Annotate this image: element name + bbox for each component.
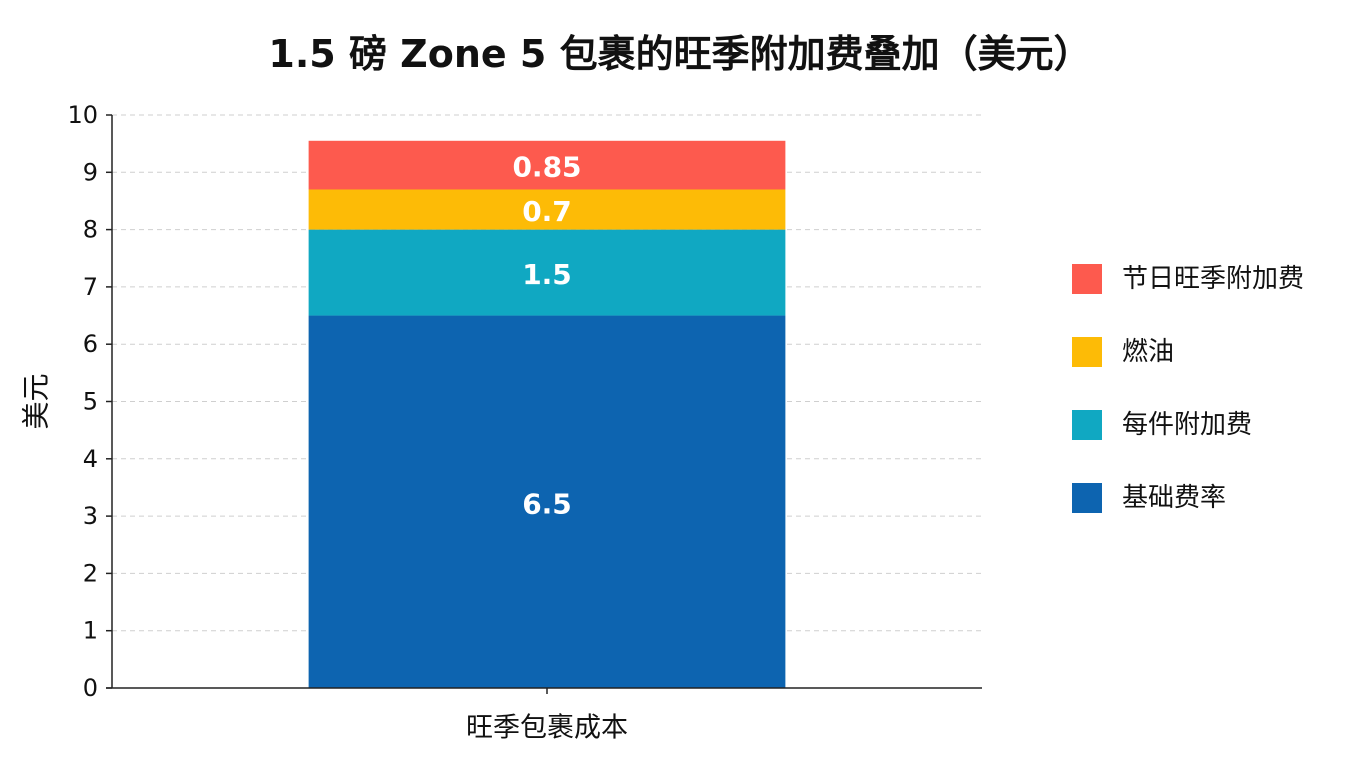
- y-tick-label: 1: [83, 617, 98, 645]
- y-tick-label: 7: [83, 273, 98, 301]
- data-label: 1.5: [522, 258, 572, 291]
- y-tick-labels: 0 1 2 3 4 5 6 7 8 9 10: [67, 101, 112, 702]
- legend-item: 基础费率: [1072, 481, 1352, 515]
- data-labels: 6.5 1.5 0.7 0.85: [512, 151, 581, 521]
- x-tick-labels: 旺季包裹成本: [466, 688, 628, 744]
- y-axis-title: 美元: [20, 373, 53, 429]
- legend-label: 燃油: [1122, 337, 1175, 367]
- legend-label: 每件附加费: [1122, 410, 1253, 440]
- data-label: 0.7: [522, 195, 572, 228]
- legend-item: 每件附加费: [1072, 408, 1352, 442]
- bar-segments: [308, 140, 786, 688]
- y-tick-label: 4: [83, 445, 98, 473]
- x-tick-label: 旺季包裹成本: [466, 713, 628, 744]
- bar-segment-1: [308, 229, 786, 316]
- legend-swatch: [1072, 337, 1102, 367]
- y-tick-label: 5: [83, 388, 98, 416]
- y-tick-label: 3: [83, 502, 98, 530]
- legend-swatch: [1072, 264, 1102, 294]
- legend-swatch: [1072, 483, 1102, 513]
- bar-segment-0: [308, 315, 786, 688]
- y-tick-label: 2: [83, 559, 98, 587]
- legend-item: 燃油: [1072, 335, 1352, 369]
- legend-item: 节日旺季附加费: [1072, 262, 1352, 296]
- data-label: 6.5: [522, 487, 572, 520]
- data-label: 0.85: [512, 151, 581, 184]
- legend-swatch: [1072, 410, 1102, 440]
- legend-label: 节日旺季附加费: [1122, 264, 1305, 294]
- y-tick-label: 10: [67, 101, 98, 129]
- bar-segment-2: [308, 189, 786, 230]
- y-tick-label: 6: [83, 330, 98, 358]
- y-tick-label: 9: [83, 158, 98, 186]
- y-tick-label: 8: [83, 216, 98, 244]
- legend-label: 基础费率: [1122, 483, 1227, 513]
- chart-title: 1.5 磅 Zone 5 包裹的旺季附加费叠加（美元）: [268, 32, 1092, 76]
- y-tick-label: 0: [83, 674, 98, 702]
- bar-segment-3: [308, 140, 786, 190]
